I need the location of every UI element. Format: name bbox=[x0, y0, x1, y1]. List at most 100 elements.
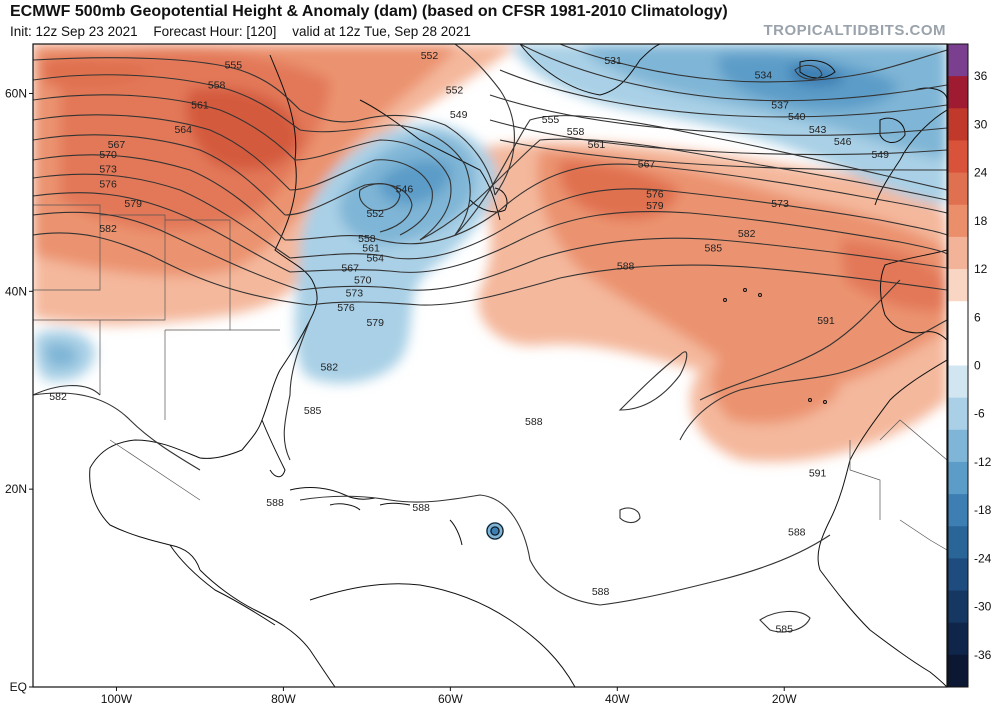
contour-label: 543 bbox=[809, 124, 827, 136]
valid-time: valid at 12z Tue, Sep 28 2021 bbox=[292, 24, 471, 39]
colorbar-tick-label: 24 bbox=[974, 166, 988, 180]
contour-label: 552 bbox=[446, 84, 464, 96]
contour-label: 591 bbox=[809, 467, 827, 479]
anomaly-colorbar: 36 30 24 18 12 6 0 -6 -12 -18 -24 -30 -36 bbox=[947, 43, 992, 688]
colorbar-tick-label: -6 bbox=[974, 407, 985, 421]
colorbar-frame bbox=[947, 43, 969, 688]
coastlines bbox=[89, 44, 947, 687]
contour-label: 585 bbox=[775, 624, 793, 636]
contour-label: 564 bbox=[174, 124, 192, 136]
colorbar-tick-label: -36 bbox=[974, 648, 992, 662]
contour-label: 558 bbox=[567, 126, 585, 138]
contour-label: 588 bbox=[788, 527, 806, 539]
lat-label: 60N bbox=[5, 86, 27, 100]
contour-label: 576 bbox=[337, 302, 355, 314]
contour-label: 579 bbox=[646, 200, 664, 212]
colorbar-segment bbox=[948, 236, 968, 270]
contour-label: 552 bbox=[366, 208, 384, 220]
colorbar-segment bbox=[948, 76, 968, 109]
contour-label: 573 bbox=[99, 164, 117, 176]
contour-label: 588 bbox=[592, 586, 610, 598]
contour-label: 555 bbox=[225, 60, 243, 72]
colorbar-tick-label: 18 bbox=[974, 214, 988, 228]
contour-label: 561 bbox=[588, 139, 606, 151]
height-contours bbox=[33, 44, 947, 633]
contour-label: 558 bbox=[208, 80, 226, 92]
colorbar-tick-label: 30 bbox=[974, 117, 988, 131]
contour-label: 588 bbox=[525, 416, 543, 428]
colorbar-tick-label: 36 bbox=[974, 69, 988, 83]
contour-label: 579 bbox=[366, 317, 384, 329]
contour-label: 588 bbox=[266, 497, 284, 509]
map-frame bbox=[32, 43, 948, 688]
colorbar-segment bbox=[948, 558, 968, 592]
colorbar-segment bbox=[948, 365, 968, 399]
colorbar-segment bbox=[948, 461, 968, 495]
longitude-axis: 100W 80W 60W 40W 20W bbox=[101, 687, 797, 706]
forecast-hour: Forecast Hour: [120] bbox=[153, 24, 277, 39]
contour-label: 591 bbox=[817, 315, 835, 327]
anomaly-shading bbox=[33, 44, 947, 687]
colorbar-tick-label: -18 bbox=[974, 503, 992, 517]
colorbar-segment bbox=[948, 44, 968, 77]
contour-label: 582 bbox=[99, 223, 117, 235]
contour-label: 582 bbox=[321, 361, 339, 373]
contour-label: 573 bbox=[346, 287, 364, 299]
contour-labels: 5555585615645675705735765795825525525495… bbox=[49, 50, 889, 636]
contour-label: 546 bbox=[396, 183, 414, 195]
contour-label: 546 bbox=[834, 136, 852, 148]
contour-label: 576 bbox=[99, 178, 117, 190]
contour-label: 531 bbox=[604, 55, 622, 67]
contour-label: 588 bbox=[617, 261, 635, 273]
contour-label: 567 bbox=[341, 263, 359, 275]
contour-label: 555 bbox=[542, 114, 560, 126]
contour-label: 567 bbox=[638, 159, 656, 171]
init-time: Init: 12z Sep 23 2021 bbox=[10, 24, 138, 39]
contour-label: 534 bbox=[755, 70, 773, 82]
lon-label: 60W bbox=[438, 692, 463, 706]
contour-label: 588 bbox=[412, 502, 430, 514]
contour-label: 573 bbox=[771, 198, 789, 210]
colorbar-segment bbox=[948, 590, 968, 624]
contour-label: 558 bbox=[358, 233, 376, 245]
map-title: ECMWF 500mb Geopotential Height & Anomal… bbox=[10, 3, 728, 20]
borders bbox=[33, 204, 947, 551]
colorbar-tick-label: 12 bbox=[974, 262, 988, 276]
contour-label: 552 bbox=[421, 50, 439, 62]
lon-label: 20W bbox=[772, 692, 797, 706]
lat-label: 20N bbox=[5, 482, 27, 496]
contour-label: 576 bbox=[646, 188, 664, 200]
contour-label: 582 bbox=[49, 391, 67, 403]
colorbar-tick-label: -30 bbox=[974, 600, 992, 614]
colorbar-segment bbox=[948, 429, 968, 463]
lat-label: EQ bbox=[10, 680, 27, 694]
lon-label: 100W bbox=[101, 692, 133, 706]
colorbar-segment bbox=[948, 269, 968, 302]
contour-label: 585 bbox=[304, 405, 322, 417]
lat-label: 40N bbox=[5, 284, 27, 298]
contour-label: 570 bbox=[99, 149, 117, 161]
colorbar-segment bbox=[948, 140, 968, 174]
brand-watermark[interactable]: TROPICALTIDBITS.COM bbox=[763, 22, 946, 39]
contour-label: 549 bbox=[871, 149, 889, 161]
lon-label: 40W bbox=[605, 692, 630, 706]
colorbar-segment bbox=[948, 622, 968, 656]
contour-label: 567 bbox=[108, 139, 126, 151]
colorbar-tick-label: 6 bbox=[974, 310, 981, 324]
colorbar-segment bbox=[948, 526, 968, 559]
contour-label: 585 bbox=[705, 243, 723, 255]
contour-label: 537 bbox=[771, 99, 789, 111]
colorbar-segment bbox=[948, 397, 968, 431]
contour-label: 549 bbox=[450, 109, 468, 121]
latitude-axis: 60N 40N 20N EQ bbox=[5, 86, 33, 694]
colorbar-tick-label: -12 bbox=[974, 455, 992, 469]
contour-label: 561 bbox=[191, 99, 209, 111]
lon-label: 80W bbox=[271, 692, 296, 706]
colorbar-segment bbox=[948, 108, 968, 141]
colorbar-segment bbox=[948, 301, 968, 334]
colorbar-tick-label: -24 bbox=[974, 551, 992, 565]
contour-label: 561 bbox=[362, 243, 380, 255]
colorbar-segment bbox=[948, 654, 968, 688]
contour-label: 540 bbox=[788, 111, 806, 123]
